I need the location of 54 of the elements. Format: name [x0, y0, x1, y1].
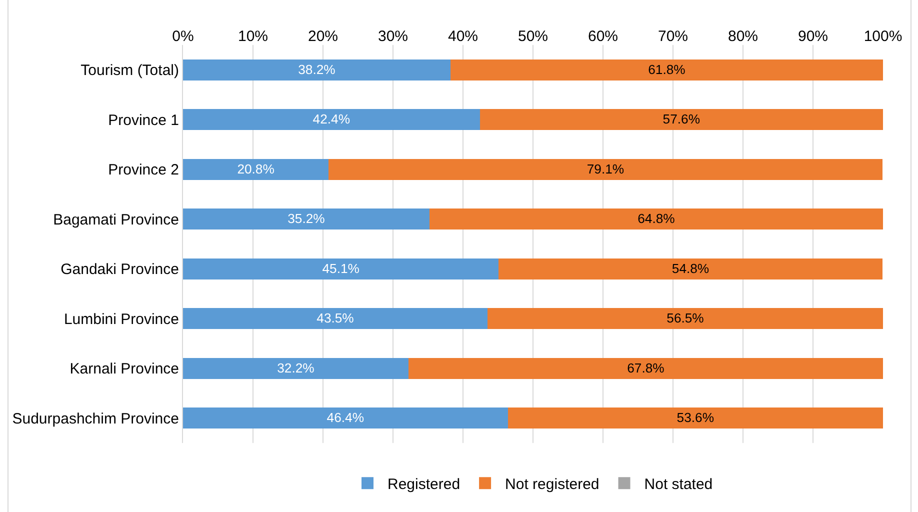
legend-label: Not registered	[505, 476, 600, 493]
data-label: 32.2%	[277, 360, 315, 376]
y-tick-label: Karnali Province	[70, 360, 179, 378]
x-tick-label: 90%	[798, 28, 828, 45]
y-tick-label: Lumbini Province	[64, 310, 179, 328]
bar	[488, 308, 883, 330]
data-label: 43.5%	[316, 310, 354, 326]
y-tick-label: Province 2	[108, 162, 179, 179]
bar	[508, 408, 883, 429]
data-label: 79.1%	[586, 161, 624, 176]
bar	[183, 258, 499, 280]
x-tick-label: 60%	[588, 28, 618, 45]
x-tick-label: 80%	[728, 28, 758, 45]
bar	[450, 59, 883, 80]
legend-label: Not stated	[644, 476, 713, 493]
bar	[328, 158, 882, 180]
x-tick-label: 40%	[448, 28, 478, 45]
data-label: 35.2%	[288, 211, 326, 226]
bar	[183, 158, 329, 180]
bar	[183, 358, 408, 379]
data-label: 56.5%	[666, 310, 704, 326]
y-tick-label: Sudurpashchim Province	[12, 410, 179, 428]
bar	[429, 208, 883, 230]
legend-label: Registered	[388, 476, 460, 493]
bar	[498, 258, 882, 280]
x-tick-label: 0%	[172, 28, 194, 45]
data-label: 38.2%	[298, 62, 336, 77]
x-tick-label: 30%	[378, 28, 408, 45]
y-tick-label: Gandaki Province	[60, 261, 179, 278]
bar	[183, 109, 480, 130]
bar	[408, 358, 883, 379]
y-tick-label: Bagamati Province	[53, 211, 179, 228]
x-tick-label: 100%	[864, 28, 902, 45]
x-tick-label: 50%	[518, 28, 548, 45]
data-label: 67.8%	[627, 360, 665, 376]
y-tick-label: Province 1	[108, 112, 179, 129]
y-tick-label: Tourism (Total)	[80, 62, 179, 80]
x-tick-label: 70%	[658, 28, 688, 45]
data-label: 53.6%	[676, 410, 714, 426]
data-label: 46.4%	[326, 410, 364, 426]
data-label: 42.4%	[312, 112, 350, 127]
data-label: 54.8%	[672, 260, 710, 276]
data-label: 45.1%	[322, 260, 360, 276]
bar	[183, 308, 488, 330]
data-label: 64.8%	[638, 211, 676, 226]
data-label: 61.8%	[648, 62, 686, 77]
bar	[183, 208, 430, 230]
x-tick-label: 20%	[308, 28, 338, 45]
bar	[480, 109, 883, 130]
data-label: 57.6%	[662, 112, 700, 127]
bar	[183, 59, 450, 80]
x-tick-label: 10%	[238, 28, 268, 45]
bar	[183, 408, 508, 429]
data-label: 20.8%	[237, 161, 275, 176]
